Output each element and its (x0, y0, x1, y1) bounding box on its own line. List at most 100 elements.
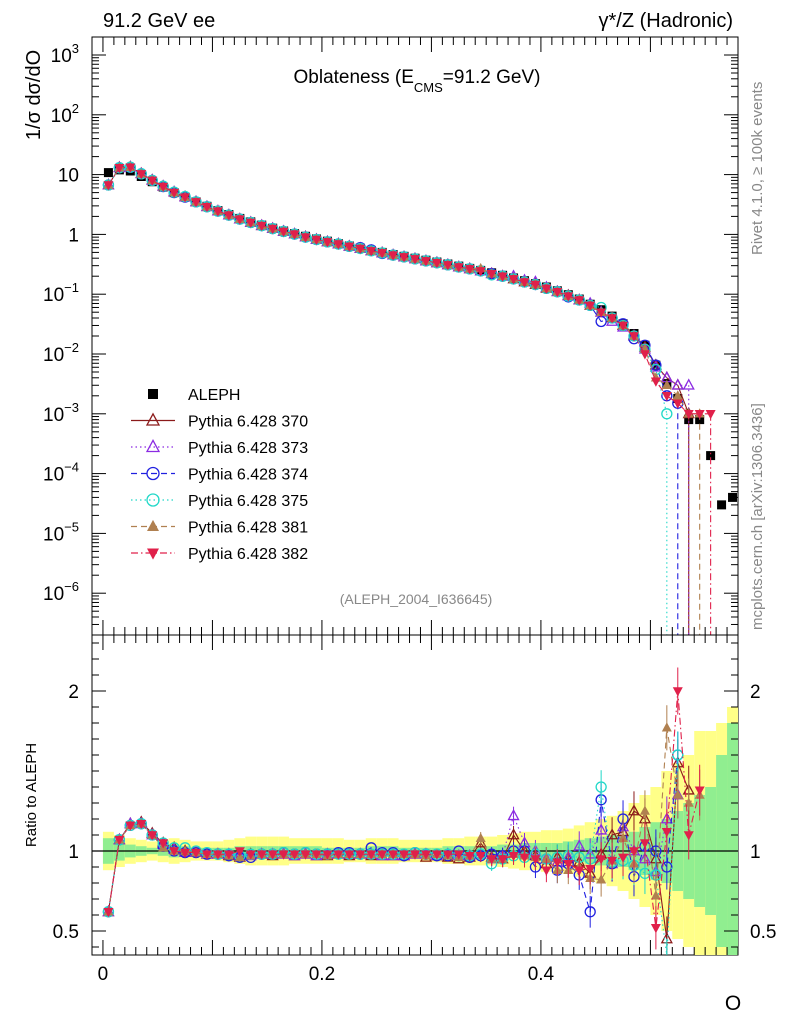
ratio-point-s381 (683, 797, 694, 807)
legend: ALEPH Pythia 6.428 370 Pythia 6.428 373 Pyt… (131, 387, 308, 563)
legend-label-s382: Pythia 6.428 382 (188, 546, 308, 563)
point-s382 (103, 181, 114, 191)
point-s382 (497, 272, 508, 282)
ratio-point-s382 (114, 836, 125, 846)
ratio-point-s370 (507, 828, 520, 840)
point-s382 (267, 224, 278, 235)
ratio-point-s382 (125, 821, 136, 831)
point-s382 (431, 259, 442, 269)
point-s382 (191, 198, 202, 208)
point-s382 (420, 257, 431, 267)
ratio-point-s382 (628, 847, 639, 857)
ratio-point-s382 (256, 850, 267, 860)
point-s382 (366, 247, 377, 257)
point-s382 (596, 308, 607, 318)
ratio-point-s382 (694, 786, 705, 796)
y-tick-exponent: 3 (72, 41, 79, 56)
point-s382 (661, 392, 672, 402)
ratio-point-s373 (507, 808, 520, 821)
ratio-point-s382 (607, 856, 618, 867)
y-tick-base: 10 (51, 46, 72, 67)
ratio-point-s382 (453, 850, 464, 860)
point-s382 (136, 170, 147, 180)
ratio-y-tick-label: 1 (68, 842, 79, 863)
y-tick-label: 10−4 (43, 460, 79, 486)
point-s382 (464, 265, 475, 275)
point-s382 (639, 350, 650, 360)
green-band-segment (727, 723, 738, 955)
ratio-point-s382 (596, 855, 607, 865)
y-tick-exponent: −6 (64, 579, 79, 594)
y-tick-exponent: 2 (72, 101, 79, 116)
point-s382 (486, 269, 497, 280)
ratio-point-s382 (212, 850, 223, 860)
y-tick-base: 1 (68, 225, 79, 246)
point-s382 (530, 280, 541, 291)
ratio-point-s382 (136, 820, 147, 830)
ratio-point-s382 (377, 850, 388, 860)
ratio-point-s382 (508, 852, 519, 862)
y-tick-base: 10 (43, 524, 64, 545)
legend-marker-data (148, 389, 158, 399)
ratio-point-s382 (180, 848, 191, 859)
point-s382 (311, 235, 322, 246)
point-s382 (234, 215, 245, 225)
ratio-point-s382 (147, 831, 158, 841)
point-s382 (563, 292, 574, 302)
y-tick-label: 10−1 (43, 280, 79, 306)
ratio-point-s381 (650, 890, 661, 900)
point-data (717, 500, 727, 510)
legend-label-s373: Pythia 6.428 373 (188, 440, 308, 457)
ratio-y-tick-label: 0.5 (750, 922, 776, 943)
point-s382 (377, 249, 388, 259)
y-tick-exponent: −4 (64, 460, 79, 475)
point-s382 (475, 267, 486, 277)
x-axis-label: O (725, 992, 741, 1015)
ratio-y-tick-label: 0.5 (53, 922, 79, 943)
legend-item-s375: Pythia 6.428 375 (131, 493, 308, 510)
ratio-point-s382 (486, 855, 497, 865)
analysis-reference: (ALEPH_2004_I636645) (340, 591, 493, 607)
ratio-point-s381 (475, 832, 486, 842)
legend-item-data: ALEPH (148, 387, 240, 404)
point-s382 (180, 193, 191, 203)
ratio-point-s382 (300, 850, 311, 860)
y-tick-label: 103 (51, 41, 79, 67)
point-s382 (158, 182, 169, 193)
point-s382 (442, 261, 453, 271)
point-s382 (278, 227, 289, 237)
ratio-point-s382 (475, 852, 486, 862)
ratio-point-s370 (474, 836, 487, 848)
plot-title-tail: =91.2 GeV) (443, 67, 541, 88)
point-s382 (574, 296, 585, 306)
y-tick-label: 102 (51, 101, 79, 127)
point-s382 (694, 410, 705, 420)
ratio-point-s382 (464, 852, 475, 862)
ratio-point-s381 (541, 853, 552, 863)
legend-item-s373: Pythia 6.428 373 (131, 439, 308, 457)
ratio-point-s382 (519, 853, 530, 863)
point-data (728, 492, 738, 502)
ratio-point-s382 (552, 858, 563, 868)
plot-title-sub: CMS (414, 80, 443, 95)
point-s382 (585, 301, 596, 311)
legend-item-s374: Pythia 6.428 374 (131, 467, 308, 484)
ratio-point-s382 (442, 850, 453, 860)
ratio-point-s382 (420, 850, 431, 860)
ratio-axis-ticks: 0 0.2 0.4 0.5 0.5 1 1 2 2 (53, 635, 776, 985)
ratio-point-s382 (355, 850, 366, 860)
ratio-point-s381 (672, 789, 683, 799)
legend-item-s382: Pythia 6.428 382 (131, 546, 308, 563)
point-s381 (672, 390, 683, 400)
point-data (706, 451, 716, 461)
ratio-point-s374 (661, 861, 673, 873)
ratio-point-s375 (595, 781, 607, 793)
ratio-point-s382 (344, 850, 355, 860)
point-s373 (671, 378, 684, 390)
legend-label-s381: Pythia 6.428 381 (188, 520, 308, 537)
ratio-point-s382 (410, 850, 420, 860)
ratio-point-s382 (650, 924, 661, 934)
